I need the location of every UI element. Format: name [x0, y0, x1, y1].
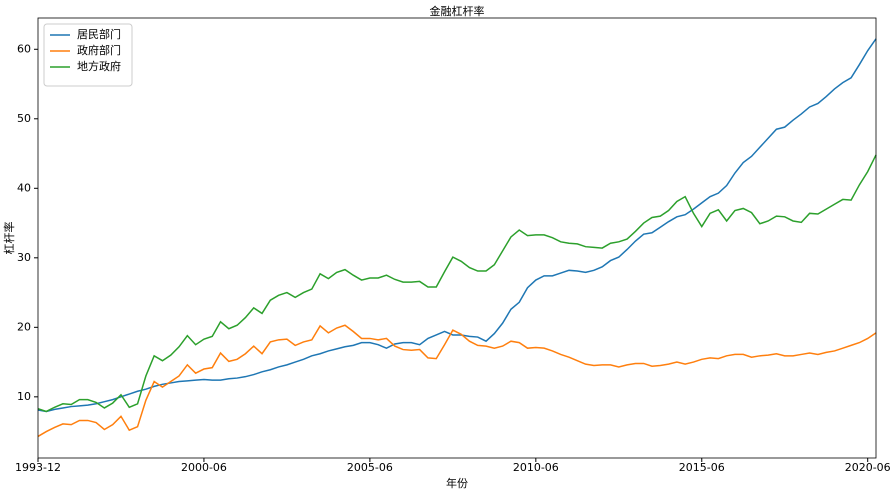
- legend-label: 政府部门: [77, 43, 121, 57]
- x-tick-label: 1993-12: [15, 461, 61, 474]
- x-tick-label: 2000-06: [181, 461, 227, 474]
- y-axis-label: 杠杆率: [2, 222, 16, 255]
- data-line: [37, 324, 877, 438]
- y-tick-label: 50: [17, 112, 31, 125]
- plot-frame: [37, 17, 877, 459]
- y-tick-label: 20: [17, 320, 31, 333]
- x-axis-label: 年份: [446, 476, 468, 490]
- chart-title: 金融杠杆率: [430, 4, 485, 18]
- data-line: [37, 154, 877, 413]
- data-line: [37, 38, 877, 413]
- y-tick-label: 30: [17, 251, 31, 264]
- y-tick-label: 40: [17, 181, 31, 194]
- x-tick-label: 2010-06: [513, 461, 559, 474]
- y-tick-label: 60: [17, 42, 31, 55]
- x-tick-label: 2015-06: [679, 461, 725, 474]
- legend-box: [43, 23, 133, 87]
- legend-label: 居民部门: [77, 27, 121, 41]
- x-tick-label: 2005-06: [347, 461, 393, 474]
- y-tick-label: 10: [17, 390, 31, 403]
- x-tick-label: 2020-06: [845, 461, 891, 474]
- legend-label: 地方政府: [77, 59, 121, 73]
